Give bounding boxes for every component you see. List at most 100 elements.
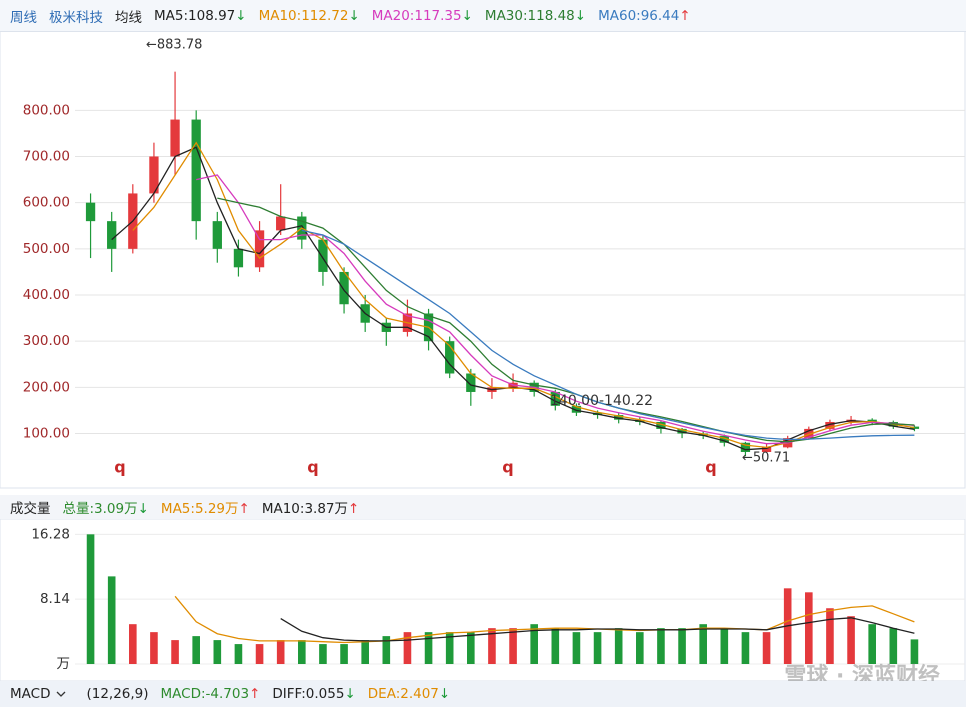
legend-label: DEA:2.407 [367,686,439,702]
trend-arrow: ↑ [348,501,360,517]
candle-body [867,419,877,422]
candle-body [466,373,476,392]
trend-arrow: ↑ [238,501,250,517]
volume-bar [699,624,707,664]
macd-params: (12,26,9) [86,686,149,702]
trend-arrow: ↓ [235,7,247,24]
legend-item: MACD:-4.703↑ [161,686,261,702]
volume-bar [445,632,454,664]
ma-line [111,146,915,451]
legend-label: MA5:5.29万 [160,501,239,517]
volume-bar [720,628,729,664]
volume-bar [805,592,813,664]
candle-body [614,415,624,420]
candle-body [318,239,328,272]
candle-body [909,426,920,429]
y-tick-label: 200.00 [23,379,70,395]
legend-label: MA30:118.48 [484,7,575,24]
candle-body [804,428,814,439]
trend-arrow: ↑ [249,686,261,702]
candle-body [445,341,455,374]
volume-bar [910,639,919,664]
volume-bar [192,636,200,664]
high-annotation: ←883.78 [146,38,202,53]
volume-bar [551,628,560,664]
macd-name[interactable]: MACD [10,686,51,702]
candle-body [254,230,265,268]
macd-bar: MACD (12,26,9) MACD:-4.703↑ DIFF:0.055↓ DE… [0,681,966,707]
candle-body [276,216,286,231]
period[interactable]: 周线 [10,9,37,26]
legend-item: DIFF:0.055↓ [272,686,355,702]
low-annotation: ←50.71 [742,451,790,466]
volume-bar [636,632,644,664]
range-annotation: 140.00-140.22 [550,393,653,409]
volume-bar [657,628,665,664]
ma-line [174,595,915,644]
legend-label: MA20:117.35 [371,7,462,24]
volume-bar [868,624,876,664]
y-tick-label: 万 [57,656,71,672]
volume-bar [150,632,158,664]
volume-title: 成交量 [10,501,51,517]
legend-item: MA20:117.35↓ [372,8,473,24]
volume-panel-border [0,518,966,682]
volume-bar [741,632,750,664]
indicator-bar: 周线 极米科技 均线 MA5:108.97↓ MA10:112.72↓ MA20:1… [0,0,966,32]
legend-label: DIFF:0.055 [272,686,345,702]
candle-body [107,221,117,249]
legend-item: DEA:2.407↓ [368,686,450,702]
trend-arrow: ↓ [344,686,356,702]
legend-item: MA30:118.48↓ [485,8,586,24]
q-marker: q [502,458,513,477]
volume-bar [361,640,369,664]
legend-item: MA5:5.29万↑ [161,497,250,517]
legend-label: MA10:112.72 [258,7,349,24]
volume-bar: 成交量 总量:3.09万↓ MA5:5.29万↑ MA10:3.87万↑ [0,495,966,519]
candle-body [170,119,180,157]
trend-arrow: ↓ [348,7,360,24]
legend-item: MA5:108.97↓ [154,8,247,24]
volume-bar [171,640,179,664]
legend-label: MA60:96.44 [598,7,680,24]
candle-body [550,391,560,406]
volume-bar [509,628,517,664]
trend-arrow: ↓ [137,501,149,517]
legend-label: MA5:108.97 [154,7,236,24]
y-tick-label: 8.14 [40,591,70,607]
candle-body [719,435,729,443]
trend-arrow: ↑ [679,7,691,24]
candle-body [761,447,772,452]
volume-bar [382,636,391,664]
volume-bar [593,632,602,664]
volume-bar [889,628,898,664]
legend-label: MACD:-4.703 [160,686,250,702]
ma-line [301,229,915,441]
q-marker: q [307,458,318,477]
volume-bar [86,534,95,664]
ma-line [217,197,915,443]
y-tick-label: 400.00 [23,287,70,303]
macd-selector[interactable]: MACD [10,686,66,702]
y-tick-label: 500.00 [23,241,70,257]
volume-bar [340,644,348,664]
volume-bar [319,644,327,664]
volume-bar [614,628,623,664]
candle-body [85,202,96,222]
y-tick-label: 800.00 [23,102,70,118]
volume-bar [276,640,285,664]
stock-name: 极米科技 [49,9,103,26]
candle-body [571,405,582,413]
q-marker: q [705,458,716,477]
volume-bar [255,644,264,664]
dropdown-chevron[interactable] [56,691,66,697]
y-tick-label: 300.00 [23,333,70,349]
candle-body [149,156,159,194]
y-tick-label: 700.00 [23,149,70,165]
volume-bar [298,640,306,664]
trend-arrow: ↓ [461,7,473,24]
volume-bar [762,632,771,664]
indicator-name[interactable]: 均线 [115,9,142,26]
volume-bar [213,640,222,664]
